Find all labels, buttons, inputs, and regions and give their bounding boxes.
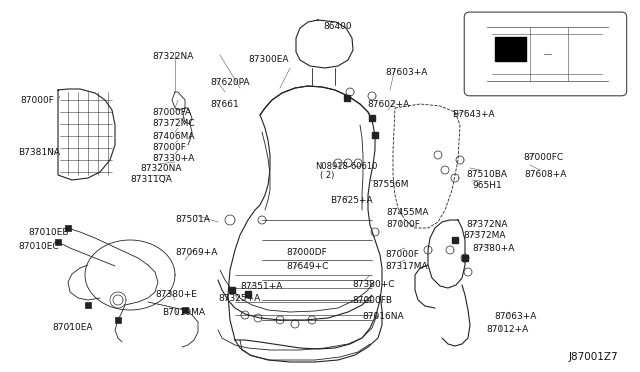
Text: 87311QA: 87311QA [130, 175, 172, 184]
Text: 87000F: 87000F [386, 220, 420, 229]
Bar [462, 255, 468, 261]
Bar [344, 95, 350, 101]
Text: 86400: 86400 [323, 22, 351, 31]
Text: 87010EB: 87010EB [28, 228, 68, 237]
Text: 87000FB: 87000FB [352, 296, 392, 305]
Text: 87603+A: 87603+A [385, 68, 428, 77]
Text: 87317MA: 87317MA [385, 262, 428, 271]
Text: 87012+A: 87012+A [486, 325, 528, 334]
Text: N08918-60610: N08918-60610 [315, 162, 378, 171]
Text: B7625+A: B7625+A [330, 196, 372, 205]
Text: 87300EA: 87300EA [248, 55, 289, 64]
Text: 87556M: 87556M [372, 180, 408, 189]
Text: 87602+A: 87602+A [367, 100, 409, 109]
Bar [245, 291, 251, 297]
Text: 87661: 87661 [210, 100, 239, 109]
FancyBboxPatch shape [464, 12, 627, 96]
Text: ( 2): ( 2) [320, 171, 334, 180]
Text: 87330+A: 87330+A [152, 154, 195, 163]
Text: 87325+A: 87325+A [218, 294, 260, 303]
Text: 87380+E: 87380+E [155, 290, 197, 299]
Text: 87380+C: 87380+C [352, 280, 394, 289]
Text: 87620PA: 87620PA [210, 78, 250, 87]
Text: 87372NA: 87372NA [466, 220, 508, 229]
Bar [372, 132, 378, 138]
Text: 87000F: 87000F [385, 250, 419, 259]
Bar [495, 37, 527, 61]
Text: 87000DF: 87000DF [286, 248, 327, 257]
Text: 87000F: 87000F [20, 96, 54, 105]
Text: J87001Z7: J87001Z7 [568, 352, 618, 362]
Bar [369, 115, 375, 121]
Text: 87000FA: 87000FA [152, 108, 191, 117]
Text: 87372MA: 87372MA [463, 231, 506, 240]
Text: 87455MA: 87455MA [386, 208, 429, 217]
Text: 87501A: 87501A [175, 215, 210, 224]
Text: 965H1: 965H1 [472, 181, 502, 190]
Text: 87000F: 87000F [152, 143, 186, 152]
Text: 87010EA: 87010EA [52, 323, 93, 332]
Bar [229, 287, 235, 293]
Text: 87351+A: 87351+A [240, 282, 282, 291]
Text: 87372MC: 87372MC [152, 119, 195, 128]
Text: 87649+C: 87649+C [286, 262, 328, 271]
Text: 87510BA: 87510BA [466, 170, 507, 179]
Text: B7381NA: B7381NA [18, 148, 60, 157]
Text: 87000FC: 87000FC [523, 153, 563, 162]
Text: 87016NA: 87016NA [362, 312, 404, 321]
Text: 87320NA: 87320NA [140, 164, 182, 173]
Text: 87406MA: 87406MA [152, 132, 195, 141]
Text: 87608+A: 87608+A [524, 170, 566, 179]
Text: 87069+A: 87069+A [175, 248, 218, 257]
Text: 87010EC: 87010EC [18, 242, 59, 251]
Text: B7643+A: B7643+A [452, 110, 495, 119]
Text: 87322NA: 87322NA [152, 52, 193, 61]
Text: 87063+A: 87063+A [494, 312, 536, 321]
Text: B7019MA: B7019MA [162, 308, 205, 317]
Bar [452, 237, 458, 243]
Text: 87380+A: 87380+A [472, 244, 515, 253]
